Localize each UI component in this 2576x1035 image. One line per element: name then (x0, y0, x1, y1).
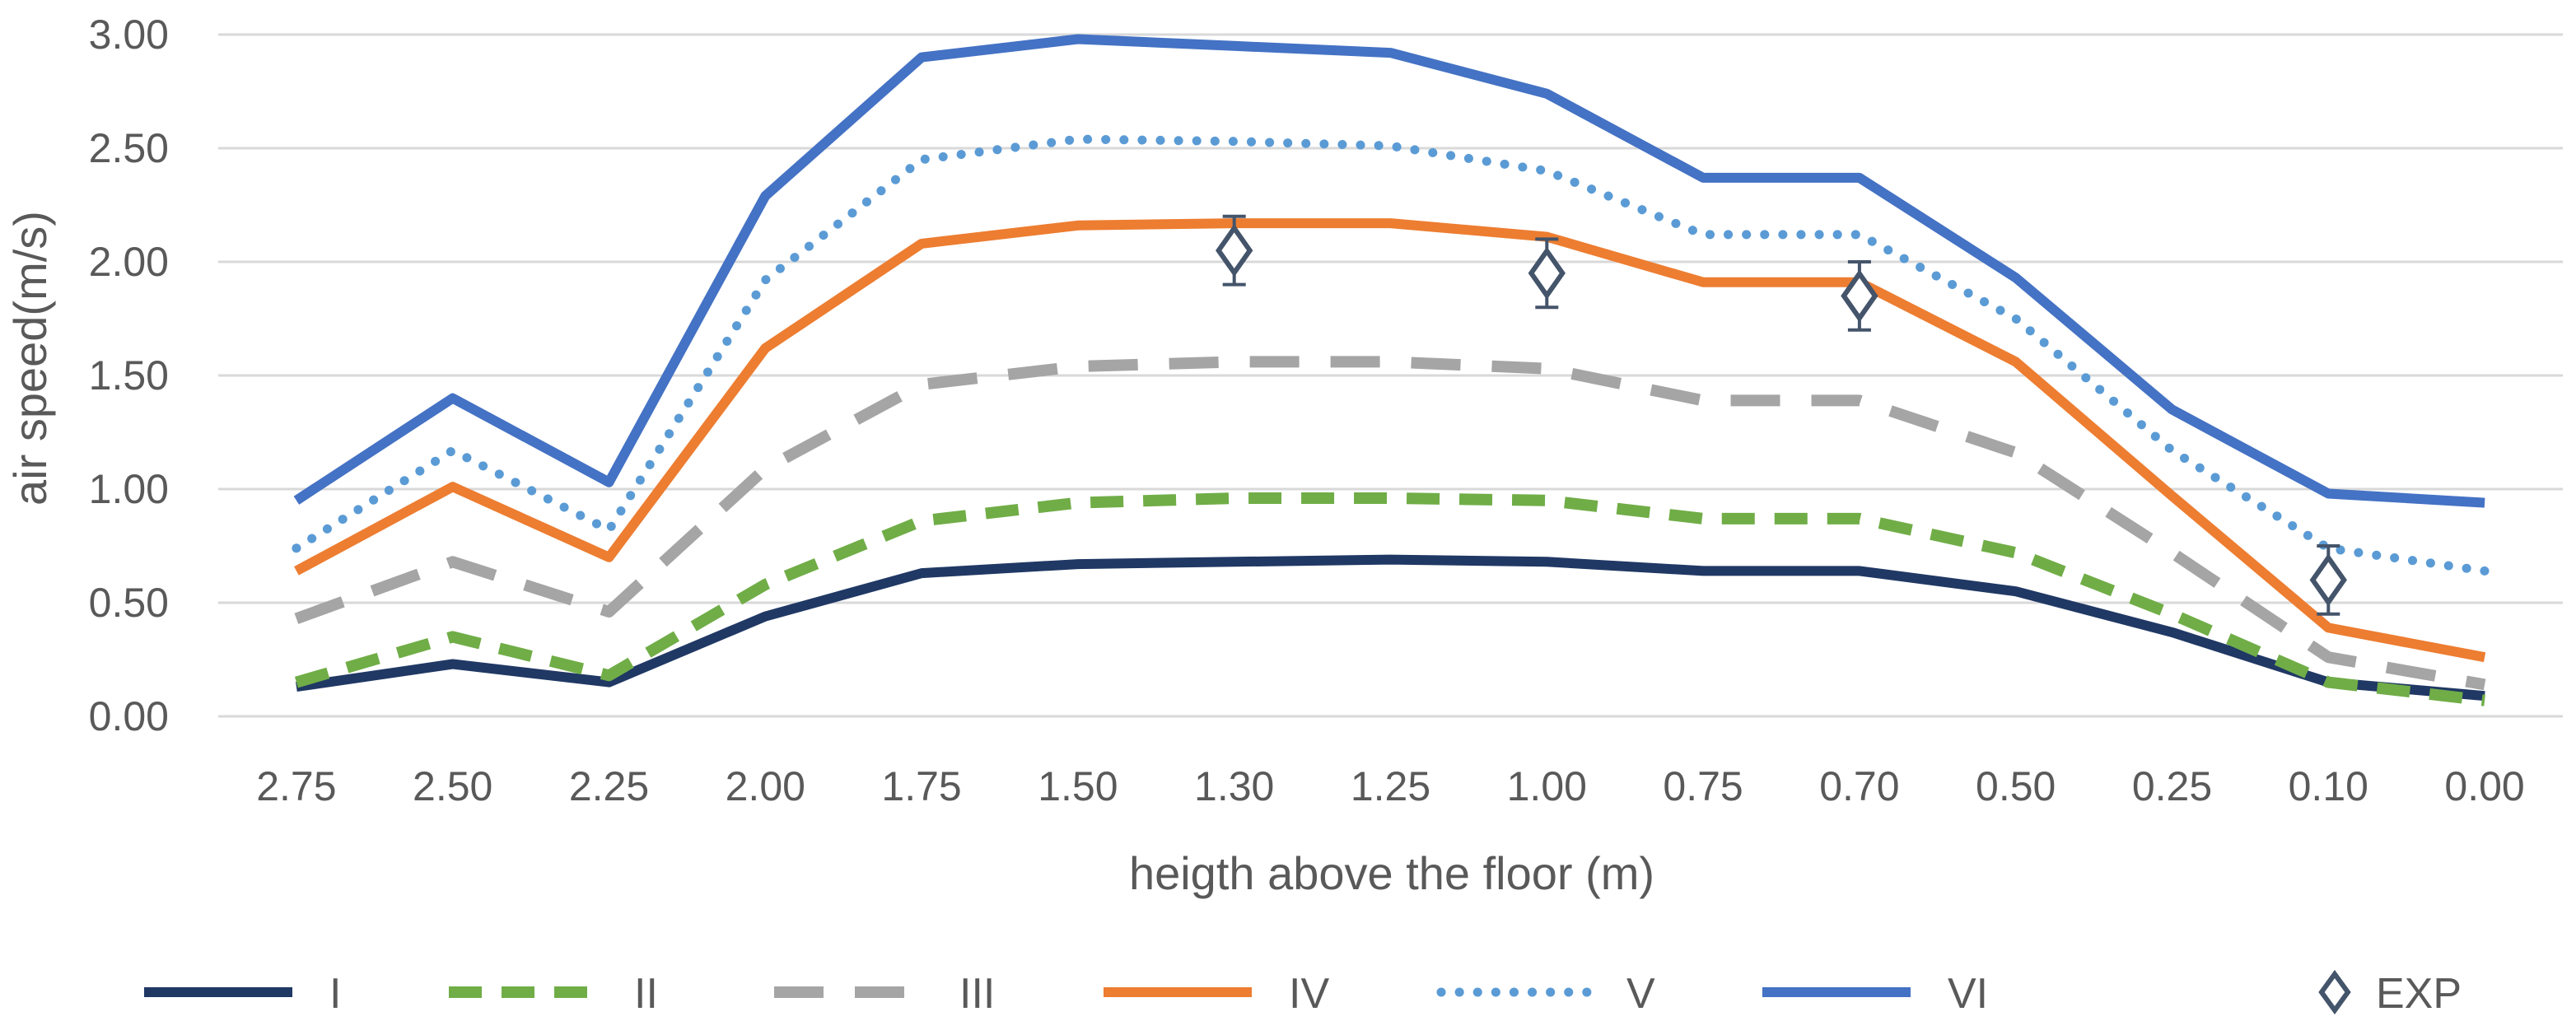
legend: I II III IV V VI EXP (144, 969, 2462, 1018)
x-tick-label: 1.00 (1507, 763, 1587, 809)
x-tick-label: 0.00 (2444, 763, 2524, 809)
x-tick-label: 1.75 (881, 763, 961, 809)
legend-swatch (2318, 969, 2351, 1015)
x-tick-label: 2.25 (569, 763, 649, 809)
legend-label: VI (1948, 970, 1988, 1018)
series-line-i (296, 554, 2485, 702)
x-tick-label: 2.75 (256, 763, 336, 809)
x-tick-label: 1.50 (1038, 763, 1118, 809)
y-tick-label: 0.50 (89, 580, 169, 626)
x-tick-label: 0.10 (2289, 763, 2368, 809)
exp-marker (2309, 553, 2347, 607)
exp-marker (1528, 246, 1566, 301)
x-tick-label: 2.50 (413, 763, 492, 809)
y-tick-label: 2.00 (89, 239, 169, 285)
y-tick-label: 0.00 (89, 693, 169, 739)
legend-item-iii: III (774, 970, 995, 1018)
exp-point (1528, 237, 1566, 310)
legend-item-i: I (144, 970, 341, 1018)
x-tick-label: 0.50 (1976, 763, 2056, 809)
experimental-points (1216, 214, 2347, 616)
y-tick-label: 3.00 (89, 12, 169, 58)
legend-label: V (1626, 970, 1655, 1018)
exp-marker (1841, 269, 1878, 323)
legend-label: II (634, 970, 658, 1018)
exp-point (1216, 214, 1253, 287)
x-tick-label: 1.25 (1351, 763, 1430, 809)
y-tick-label: 1.00 (89, 466, 169, 512)
y-tick-label: 2.50 (89, 125, 169, 171)
x-tick-label: 0.70 (1819, 763, 1899, 809)
legend-label: III (959, 970, 995, 1018)
series-line-iii (294, 356, 2486, 691)
x-tick-label: 2.00 (726, 763, 805, 809)
x-tick-label: 1.30 (1194, 763, 1274, 809)
y-axis-ticks: 0.00 0.50 1.00 1.50 2.00 2.50 3.00 (89, 12, 169, 739)
series-line-vi (293, 34, 2485, 508)
legend-label: I (329, 970, 341, 1018)
y-axis-title: air speed(m/s) (4, 211, 56, 506)
legend-label: EXP (2376, 970, 2462, 1018)
legend-item-exp: EXP (2318, 969, 2462, 1018)
y-tick-label: 1.50 (89, 352, 169, 399)
series-line-iv (294, 218, 2486, 663)
x-tick-label: 0.75 (1663, 763, 1743, 809)
exp-marker (1216, 223, 1253, 277)
series-lines (292, 34, 2490, 706)
series-line-ii (294, 492, 2485, 706)
series-line-v (292, 134, 2490, 576)
legend-item-v: V (1436, 970, 1655, 1018)
legend-label: IV (1289, 970, 1329, 1018)
legend-item-ii: II (449, 970, 658, 1018)
legend-item-vi: VI (1762, 970, 1988, 1018)
x-axis-ticks: 2.75 2.50 2.25 2.00 1.75 1.50 1.30 1.25 1.00 0.75… (256, 763, 2525, 809)
legend-item-iv: IV (1104, 970, 1329, 1018)
exp-point (1841, 260, 1878, 332)
gridlines (218, 33, 2563, 718)
x-axis-title: heigth above the floor (m) (1129, 847, 1654, 899)
x-tick-label: 0.25 (2132, 763, 2212, 809)
exp-point (2309, 544, 2347, 616)
